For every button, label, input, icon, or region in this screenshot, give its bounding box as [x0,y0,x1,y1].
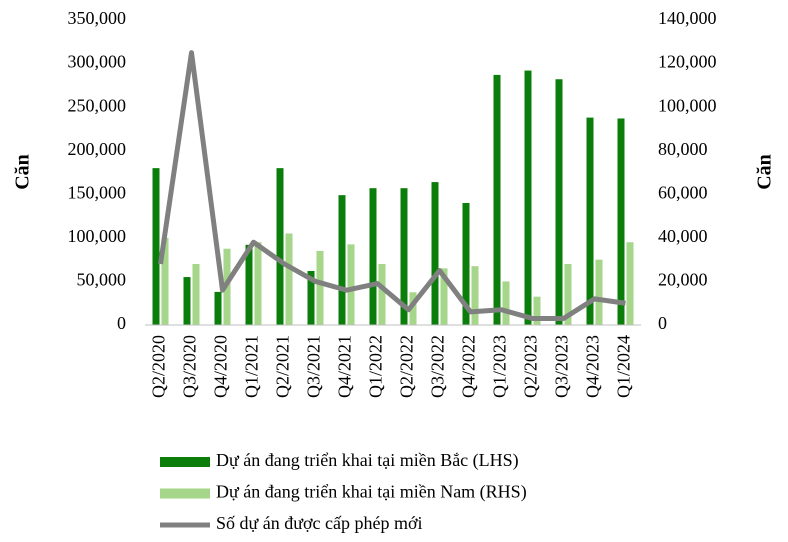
y2-tick-label: 0 [658,313,667,333]
x-tick-label: Q1/2021 [242,335,262,398]
x-tick-label: Q1/2023 [490,335,510,398]
y2-tick-label: 100,000 [658,95,717,115]
bar [533,296,541,325]
y-tick-label: 350,000 [68,8,127,28]
y-tick-label: 50,000 [77,270,127,290]
y2-tick-label: 60,000 [658,182,708,202]
bar [152,168,160,325]
x-tick-label: Q3/2023 [552,335,572,398]
y-tick-label: 150,000 [68,182,127,202]
bar [378,264,386,325]
bar [431,182,439,325]
bar [440,268,448,325]
legend-swatch [160,457,210,467]
x-tick-label: Q2/2020 [149,335,169,398]
bar [462,203,470,325]
bar [409,292,417,325]
y2-axis-label: Căn [754,154,776,190]
bar [183,277,191,325]
x-tick-label: Q2/2022 [397,335,417,398]
bar [502,281,510,325]
line [158,50,626,321]
y-tick-label: 200,000 [68,139,127,159]
bar [555,79,563,325]
bar [214,291,222,325]
x-tick-label: Q3/2022 [428,335,448,398]
x-tick-label: Q2/2021 [273,335,293,398]
y2-tick-label: 40,000 [658,226,708,246]
legend-label: Dự án đang triển khai tại miền Bắc (LHS) [216,450,519,471]
bar [276,168,284,325]
y-tick-label: 100,000 [68,226,127,246]
legend-label: Dự án đang triển khai tại miền Nam (RHS) [216,482,527,503]
y-tick-label: 0 [117,313,126,333]
bar [400,188,408,325]
bar [285,233,293,325]
bar [586,117,594,325]
bar [493,74,501,326]
y-tick-label: 250,000 [68,95,127,115]
bar [369,188,377,325]
y2-tick-label: 80,000 [658,139,708,159]
y2-tick-label: 140,000 [658,8,717,28]
y-axis-label: Căn [12,154,34,190]
bar [564,264,572,325]
y-tick-label: 300,000 [68,52,127,72]
bar [338,195,346,325]
x-tick-label: Q4/2023 [583,335,603,398]
x-tick-label: Q3/2020 [180,335,200,398]
bar [617,118,625,325]
x-tick-label: Q3/2021 [304,335,324,398]
legend-label: Số dự án được cấp phép mới [216,513,423,533]
bar [347,244,355,325]
x-tick-label: Q4/2020 [211,335,231,398]
bar [192,264,200,325]
bar [471,266,479,325]
bar [307,270,315,325]
x-tick-label: Q4/2022 [459,335,479,398]
bar [254,242,262,325]
bar [316,250,324,325]
y2-tick-label: 20,000 [658,270,708,290]
bar [595,259,603,325]
bar [626,242,634,325]
bar [161,237,169,325]
bar [524,70,532,326]
x-tick-label: Q1/2024 [614,335,634,398]
x-tick-label: Q1/2022 [366,335,386,398]
x-tick-label: Q4/2021 [335,335,355,398]
y2-tick-label: 120,000 [658,52,717,72]
bar [245,244,253,325]
x-tick-label: Q2/2023 [521,335,541,398]
legend-swatch [160,488,210,499]
